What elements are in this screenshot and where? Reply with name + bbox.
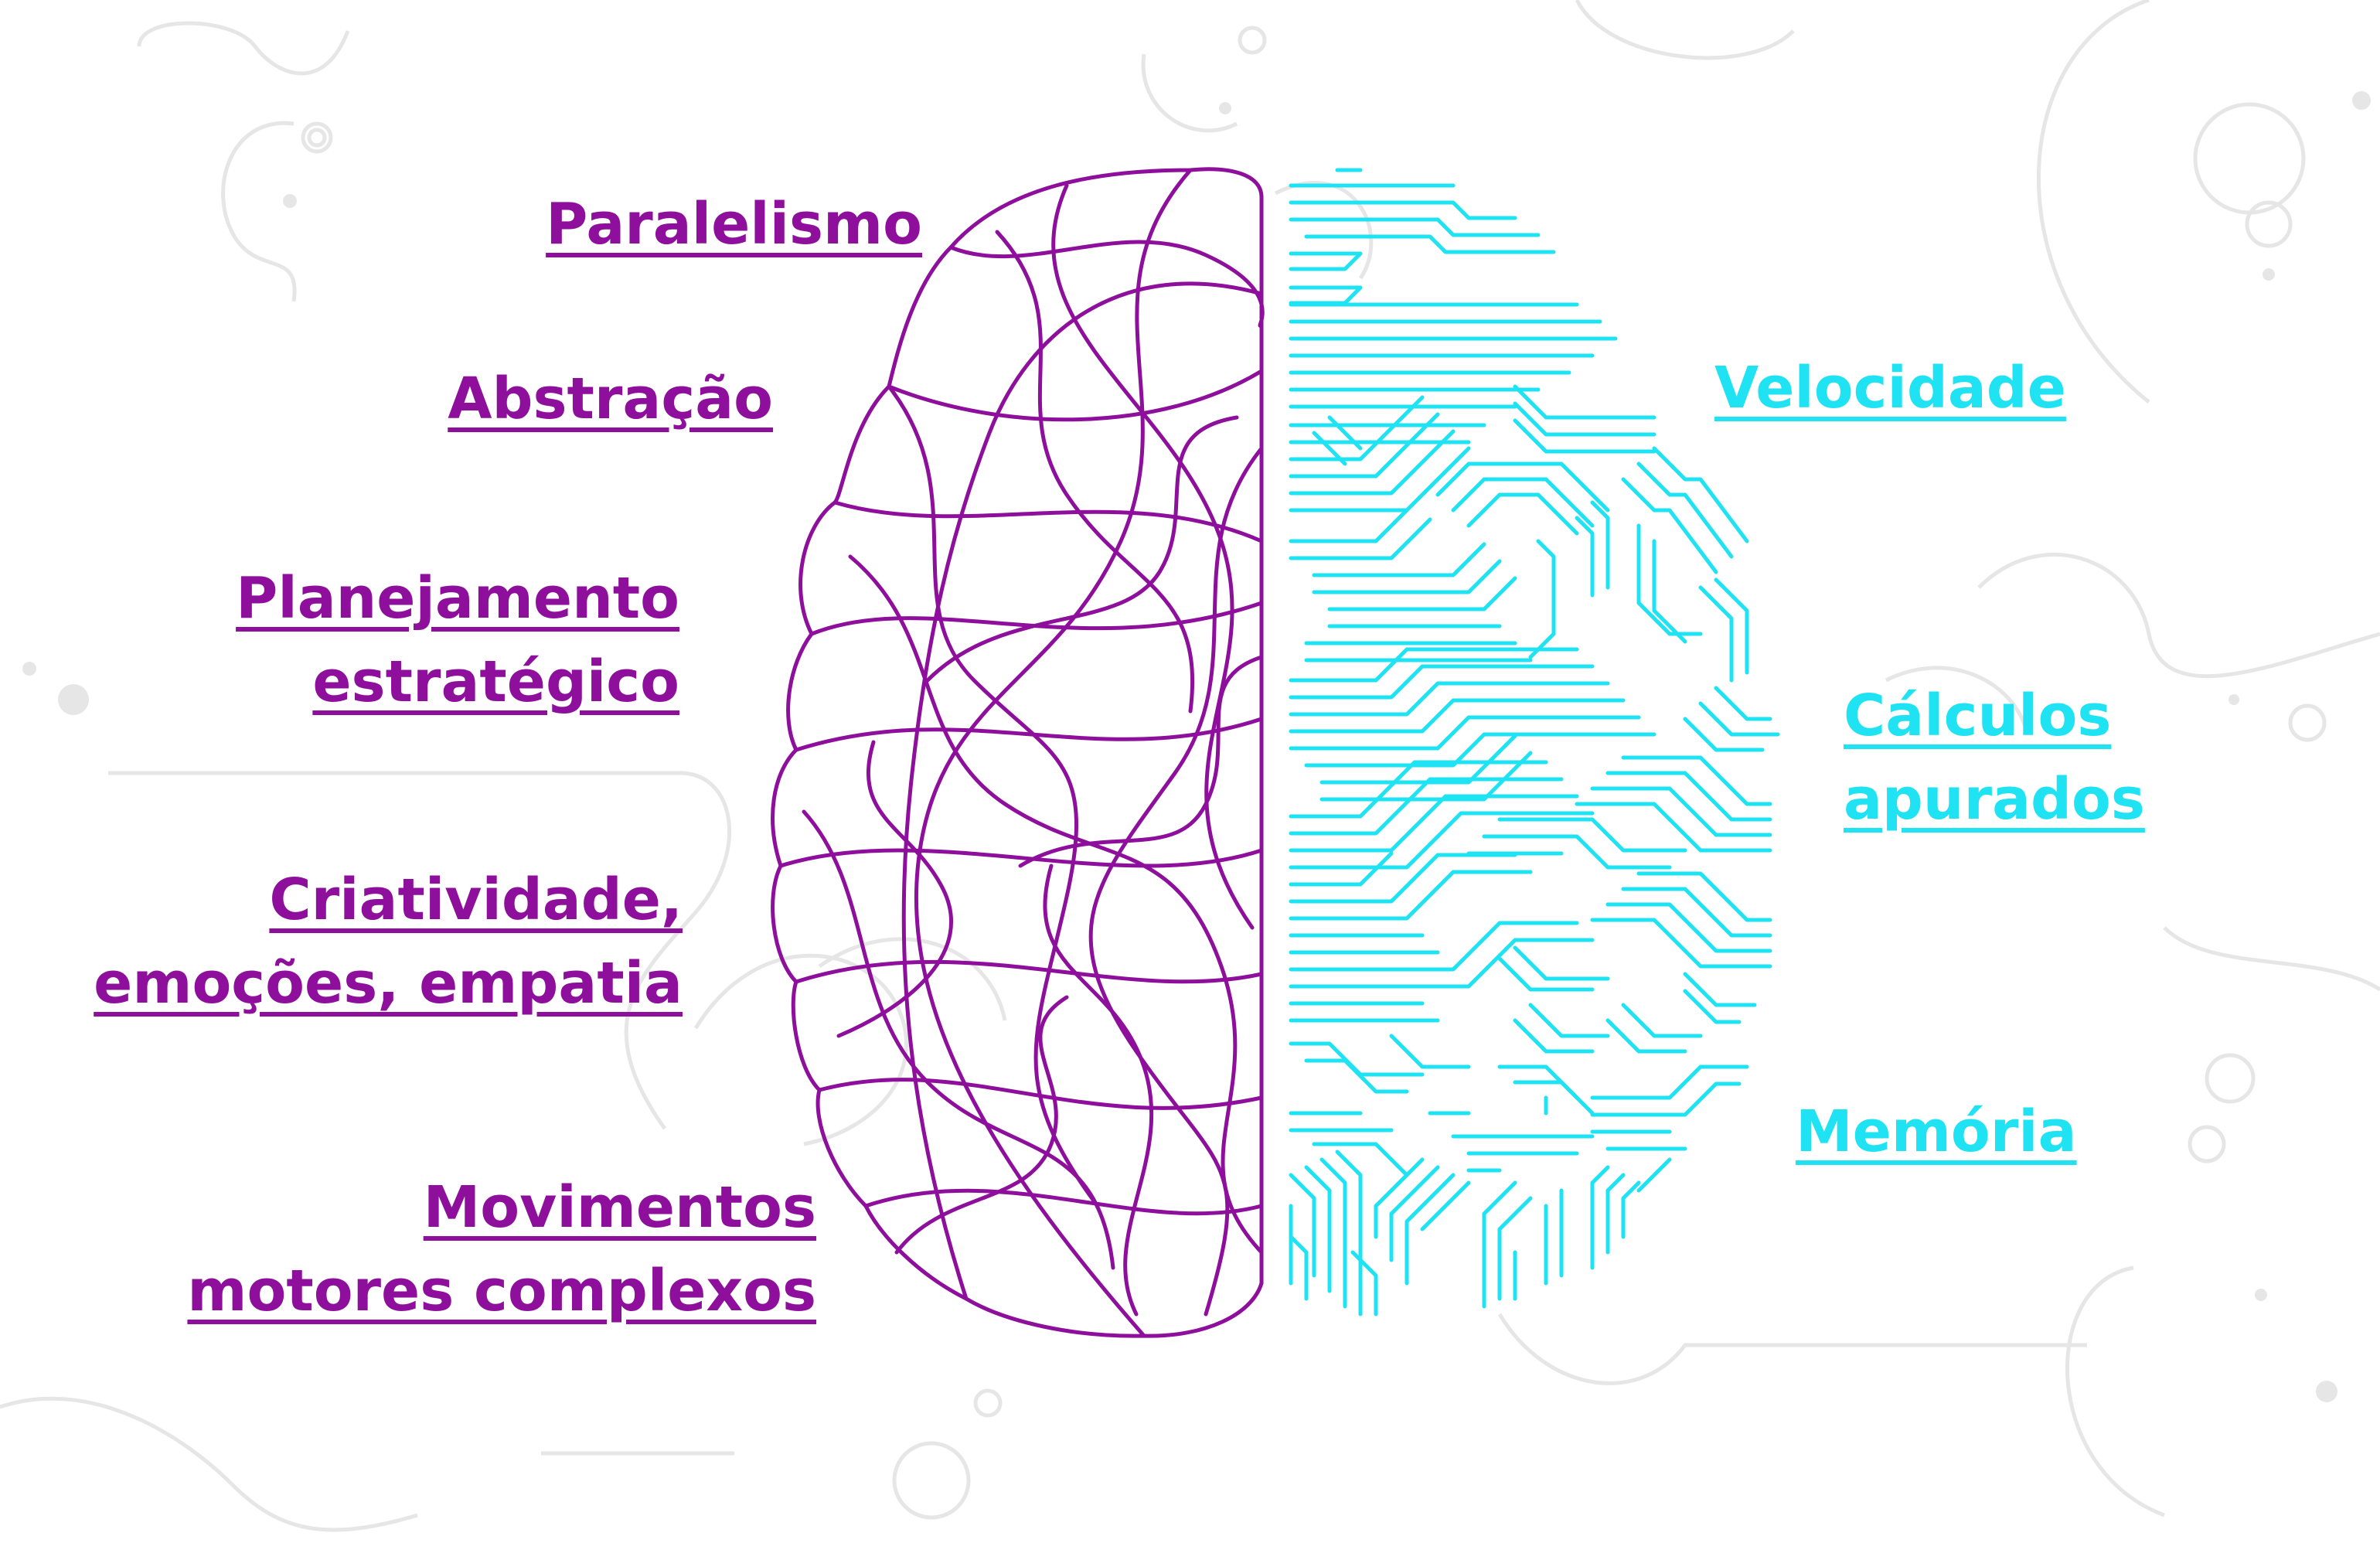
label-line: Velocidade [1714,355,2066,421]
label-velocidade[interactable]: Velocidade [1714,346,2066,430]
label-calculos-apurados[interactable]: Cálculos apurados [1844,674,2145,841]
label-abstracao[interactable]: Abstração [448,357,773,441]
label-movimentos-motores-complexos[interactable]: Movimentos motores complexos [187,1166,816,1333]
label-planejamento-estrategico[interactable]: Planejamento estratégico [236,557,679,724]
label-line: Abstração [448,366,773,432]
label-line: Criatividade, [269,867,683,933]
label-line: motores complexos [187,1258,816,1324]
label-line: Paralelismo [546,191,922,257]
label-line: emoções, empatia [94,950,683,1017]
label-line: apurados [1844,766,2145,833]
label-line: estratégico [312,649,679,715]
label-line: Movimentos [423,1174,816,1241]
label-line: Planejamento [236,565,679,632]
machine-brain-half [1289,168,1780,1316]
label-criatividade-emocoes-empatia[interactable]: Criatividade, emoções, empatia [94,858,683,1025]
human-brain-half [771,167,1265,1338]
label-memoria[interactable]: Memória [1796,1090,2077,1173]
label-line: Cálculos [1844,683,2112,749]
label-line: Memória [1796,1098,2077,1165]
label-paralelismo[interactable]: Paralelismo [546,182,922,266]
